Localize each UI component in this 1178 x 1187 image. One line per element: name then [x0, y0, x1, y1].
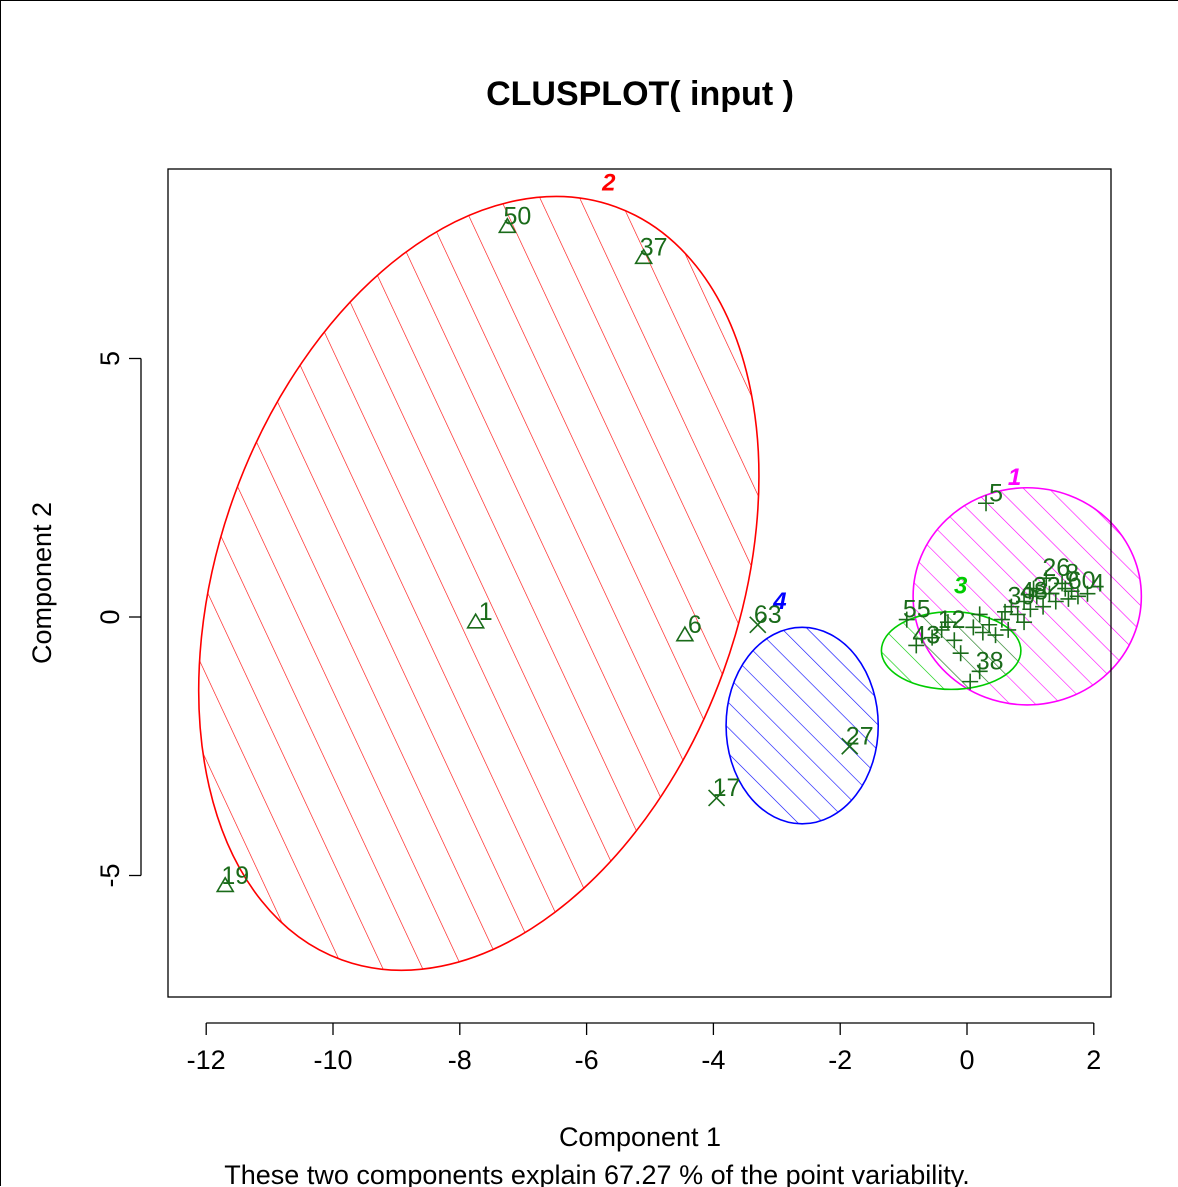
point-label: 4 [1091, 570, 1105, 598]
data-point [1047, 593, 1064, 610]
data-point: 12 [933, 606, 966, 638]
data-point: 55 [898, 596, 931, 628]
cluster-labels: 1 2 3 4 [601, 169, 1021, 615]
data-point [1000, 621, 1017, 638]
data-point: 38 [971, 647, 1004, 680]
cluster-label-4: 4 [772, 588, 786, 615]
point-label: 19 [221, 862, 249, 890]
data-point: 27 [841, 722, 874, 755]
point-label: 17 [713, 774, 741, 802]
variability-subtitle: These two components explain 67.27 % of … [224, 1160, 969, 1187]
point-label: 27 [846, 722, 874, 750]
data-point [981, 616, 998, 633]
data-point [962, 673, 979, 690]
x-tick-label: -6 [575, 1045, 599, 1075]
chart-title: CLUSPLOT( input ) [486, 75, 794, 113]
data-point: 1 [466, 598, 493, 629]
y-tick-label: 5 [95, 351, 125, 366]
point-label: 38 [976, 647, 1004, 675]
data-point: 60 [1063, 567, 1096, 600]
point-label: 26 [1042, 554, 1070, 582]
cluster-label-2: 2 [601, 169, 616, 196]
data-points: 52684603248395037161955431238632717 [215, 203, 1105, 893]
x-axis-label: Component 1 [559, 1122, 721, 1152]
data-point [1041, 585, 1058, 602]
data-point: 19 [215, 862, 249, 893]
y-axis-label: Component 2 [27, 502, 57, 664]
data-point [1035, 598, 1052, 615]
point-label: 60 [1068, 567, 1096, 595]
data-point [974, 624, 991, 641]
data-point: 5 [978, 479, 1003, 512]
data-point [1057, 580, 1074, 597]
data-point [987, 627, 1004, 644]
y-axis: -5 0 5 [95, 351, 142, 888]
cluster-ellipse-2 [197, 195, 760, 972]
point-label: 8 [1065, 559, 1079, 587]
data-point: 50 [497, 203, 531, 234]
data-point [946, 632, 963, 649]
point-label: 12 [938, 606, 966, 634]
x-axis: -12 -10 -8 -6 -4 -2 0 2 [187, 1022, 1101, 1075]
point-label: 5 [989, 479, 1003, 507]
point-label: 63 [754, 601, 782, 629]
cluster-label-1: 1 [1008, 464, 1021, 491]
y-tick-label: 0 [95, 609, 125, 624]
x-tick-label: 0 [959, 1045, 974, 1075]
data-point [1069, 588, 1086, 605]
cluster-ellipse-3 [880, 611, 1022, 691]
x-tick-label: -4 [701, 1045, 725, 1075]
plot-area-border [167, 168, 1112, 998]
x-tick-label: -2 [828, 1045, 852, 1075]
cluster-ellipse-4 [725, 626, 880, 825]
data-point: 4 [1079, 570, 1105, 602]
data-point [924, 629, 941, 646]
cluster-label-3: 3 [954, 573, 968, 600]
x-tick-label: 2 [1086, 1045, 1101, 1075]
point-label: 1 [479, 598, 493, 626]
point-label: 50 [503, 203, 531, 231]
data-point [1060, 590, 1077, 607]
data-point: 6 [675, 611, 702, 642]
data-point: 37 [634, 234, 668, 265]
x-tick-label: -10 [313, 1045, 352, 1075]
point-label: 37 [640, 234, 668, 262]
data-point [952, 645, 969, 662]
data-point [1009, 606, 1026, 623]
data-point [939, 614, 956, 631]
data-point [1022, 601, 1039, 618]
data-point: 26 [1038, 554, 1070, 587]
x-tick-label: -8 [448, 1045, 472, 1075]
data-point [1025, 580, 1042, 597]
data-point [997, 603, 1014, 620]
y-tick-label: -5 [95, 863, 125, 887]
data-point [971, 606, 988, 623]
data-point [1016, 614, 1033, 631]
data-point: 63 [749, 601, 782, 634]
point-label: 55 [903, 596, 931, 624]
point-label: 43 [912, 621, 940, 649]
data-point [993, 611, 1010, 628]
cluster-ellipses [197, 195, 1143, 972]
data-point [965, 619, 982, 636]
point-label: 6 [688, 611, 702, 639]
data-point: 17 [708, 774, 741, 807]
data-point: 43 [908, 621, 940, 654]
x-tick-label: -12 [187, 1045, 226, 1075]
